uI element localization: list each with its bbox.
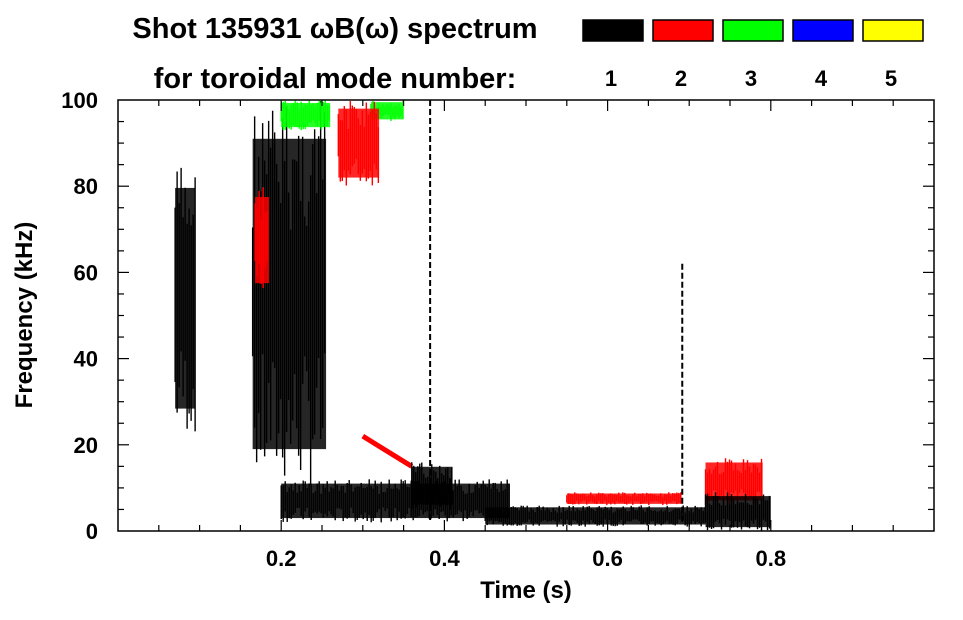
x-axis-label: Time (s) (480, 577, 572, 604)
y-tick-label: 0 (86, 519, 98, 544)
feature-mode-1 (280, 479, 510, 523)
legend-swatch-mode-1 (582, 19, 644, 42)
legend-label-mode-2: 2 (675, 66, 687, 91)
feature-mode-3 (280, 100, 331, 131)
legend-label-mode-1: 1 (605, 66, 617, 91)
feature-mode-1 (704, 492, 771, 531)
feature-mode-2 (254, 187, 269, 289)
legend-label-mode-5: 5 (885, 66, 897, 91)
y-tick-label: 20 (74, 433, 98, 458)
x-tick-label: 0.2 (266, 546, 297, 571)
feature-mode-2 (566, 492, 682, 506)
feature-mode-2 (361, 434, 414, 469)
y-axis-label: Frequency (kHz) (11, 222, 38, 409)
y-tick-label: 60 (74, 260, 98, 285)
legend-swatch-mode-5 (862, 19, 924, 42)
plot-area: 0.2 0.4 0.6 0.8 0 20 40 60 80 100 (61, 88, 935, 571)
feature-chirp (361, 434, 414, 469)
x-axis-ticks: 0.2 0.4 0.6 0.8 (158, 100, 894, 571)
x-tick-label: 0.4 (429, 546, 460, 571)
x-tick-label: 0.8 (756, 546, 787, 571)
feature-mode-2 (337, 101, 380, 186)
feature-mode-1 (251, 100, 327, 485)
feature-mode-1 (411, 462, 453, 510)
feature-mode-1 (174, 167, 196, 432)
chart-title-line2: for toroidal mode number: (154, 63, 517, 95)
legend-swatch-mode-2 (652, 19, 714, 42)
legend-swatch-mode-4 (792, 19, 854, 42)
plot-frame (117, 99, 935, 532)
legend-swatch-mode-3 (722, 19, 784, 42)
feature-band (566, 493, 682, 504)
legend-label-mode-3: 3 (745, 66, 757, 91)
y-axis-ticks: 0 20 40 60 80 100 (61, 88, 934, 544)
legend-label-mode-4: 4 (815, 66, 828, 91)
chart-legend: 1 2 3 4 5 (582, 19, 924, 91)
y-tick-label: 80 (74, 174, 98, 199)
y-tick-label: 40 (74, 347, 98, 372)
spectral-features (174, 100, 771, 531)
x-tick-label: 0.6 (592, 546, 623, 571)
feature-mode-1 (484, 505, 706, 527)
chart-title-line1: Shot 135931 ωB(ω) spectrum (132, 13, 537, 45)
y-tick-label: 100 (61, 88, 98, 113)
